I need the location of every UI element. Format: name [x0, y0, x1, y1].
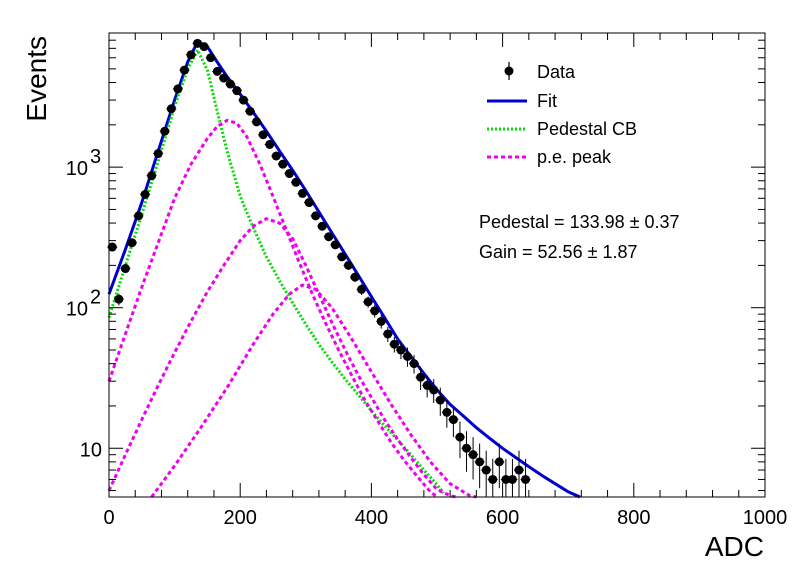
data-point [376, 316, 386, 326]
data-point [337, 252, 347, 262]
data-point [225, 79, 235, 89]
data-point [363, 297, 373, 307]
legend-data-label: Data [537, 62, 576, 82]
y-axis-label: Events [21, 36, 52, 122]
data-point [199, 42, 209, 52]
data-point [501, 474, 511, 484]
x-tick-label: 0 [103, 507, 114, 529]
data-point [330, 240, 340, 250]
data-point [442, 407, 452, 417]
data-point [278, 159, 288, 169]
y-tick-exponent: 2 [90, 287, 101, 309]
data-point [389, 339, 399, 349]
curve-p-e-peak-3 [150, 283, 477, 499]
data-point [134, 211, 144, 221]
data-point [468, 450, 478, 460]
data-point [455, 432, 465, 442]
data-point [153, 149, 163, 159]
y-tick-label: 10 [66, 299, 88, 321]
data-point [462, 443, 472, 453]
data-point [422, 380, 432, 390]
data-point [252, 117, 262, 127]
data-point [219, 73, 229, 83]
data-point [166, 104, 176, 114]
data-point [298, 188, 308, 198]
data-point [160, 126, 170, 136]
data-point [245, 106, 255, 116]
data-point [311, 211, 321, 221]
data-point [258, 130, 268, 140]
data-point [127, 238, 137, 248]
data-point [475, 457, 485, 467]
data-point [317, 221, 327, 231]
legend-fit-label: Fit [537, 91, 557, 111]
x-tick-label: 400 [355, 507, 388, 529]
data-point [324, 232, 334, 242]
data-point [429, 385, 439, 395]
legend-item-pe-peak: p.e. peak [487, 147, 612, 167]
curve-p-e-peak-1 [107, 118, 438, 499]
data-point [416, 372, 426, 382]
x-tick-label: 200 [224, 507, 257, 529]
data-point [147, 171, 157, 181]
x-tick-label: 1000 [743, 507, 788, 529]
data-point [435, 395, 445, 405]
data-point [494, 457, 504, 467]
data-point [357, 284, 367, 294]
x-tick-label: 600 [486, 507, 519, 529]
data-point [120, 264, 130, 274]
data-point [350, 272, 360, 282]
data-point [271, 151, 281, 161]
data-point [238, 95, 248, 105]
data-point [514, 465, 524, 475]
data-point [173, 84, 183, 94]
data-point [284, 169, 294, 179]
legend-pedestal-label: Pedestal CB [537, 119, 637, 139]
data-point [370, 306, 380, 316]
data-point [409, 359, 419, 369]
legend-item-data: Data [504, 62, 576, 82]
legend-pe-peak-label: p.e. peak [537, 147, 612, 167]
data-point [488, 474, 498, 484]
legend: Data Fit Pedestal CB p.e. peak [487, 62, 637, 167]
data-point [402, 351, 412, 361]
data-point [265, 139, 275, 149]
y-tick-label: 10 [66, 158, 88, 180]
data-point [481, 465, 491, 475]
data-point [343, 260, 353, 270]
data-point [179, 65, 189, 75]
data-point [521, 474, 531, 484]
x-axis-label: ADC [705, 531, 764, 562]
annotation-pedestal: Pedestal = 133.98 ± 0.37 [479, 212, 680, 232]
data-point [206, 53, 216, 63]
data-point [291, 177, 301, 187]
legend-data-marker [504, 66, 514, 76]
y-tick-label: 10 [80, 439, 102, 461]
data-point [448, 415, 458, 425]
data-point [107, 242, 117, 252]
legend-item-pedestal: Pedestal CB [487, 119, 637, 139]
data-points-layer [107, 38, 531, 497]
data-point [114, 294, 124, 304]
y-tick-exponent: 3 [90, 146, 101, 168]
data-point [140, 189, 150, 199]
data-point [212, 66, 222, 76]
curve-pedestal-cb [107, 46, 445, 495]
data-point [232, 86, 242, 96]
x-tick-label: 800 [617, 507, 650, 529]
data-point [383, 329, 393, 339]
legend-item-fit: Fit [487, 91, 557, 111]
data-point [304, 198, 314, 208]
data-point [186, 50, 196, 60]
curve-p-e-peak-2 [107, 217, 457, 499]
annotation-gain: Gain = 52.56 ± 1.87 [479, 242, 638, 262]
data-point [396, 345, 406, 355]
data-point [507, 474, 517, 484]
